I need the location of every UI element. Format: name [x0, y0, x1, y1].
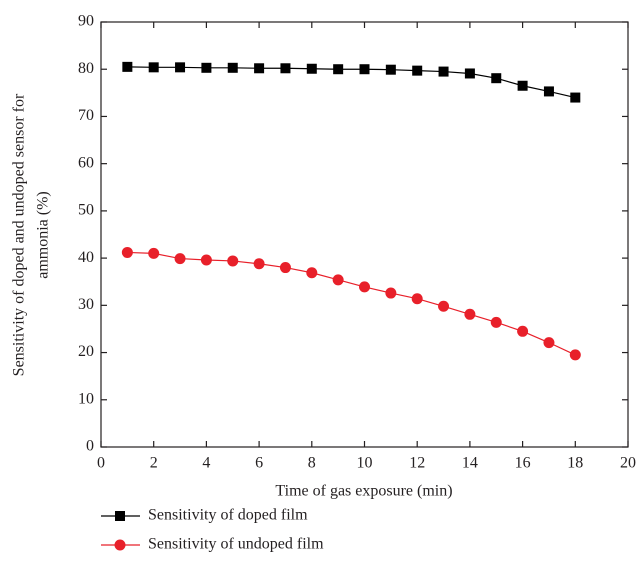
legend-label: Sensitivity of doped film [148, 507, 308, 524]
marker [385, 287, 397, 299]
x-tick-label: 6 [255, 455, 263, 472]
marker [570, 92, 581, 103]
marker [121, 246, 133, 258]
marker [385, 64, 396, 75]
marker [438, 66, 449, 77]
marker [148, 62, 159, 73]
y-tick-label: 40 [78, 249, 94, 266]
marker [359, 64, 370, 75]
series-line [127, 66, 576, 99]
y-tick-label: 70 [78, 107, 94, 124]
x-tick-label: 16 [515, 455, 531, 472]
y-tick-label: 90 [78, 13, 94, 30]
marker [543, 86, 554, 97]
marker [359, 281, 370, 293]
marker [280, 63, 291, 74]
y-tick-label: 10 [78, 390, 94, 407]
x-tick-label: 8 [308, 455, 316, 472]
marker [122, 61, 133, 72]
marker [201, 62, 212, 73]
x-tick-label: 4 [202, 455, 210, 472]
marker [279, 262, 291, 274]
y-tick-label: 50 [78, 202, 94, 219]
marker [517, 325, 529, 337]
marker [517, 80, 528, 91]
marker [175, 62, 186, 73]
marker [254, 63, 265, 74]
x-axis-label: Time of gas exposure (min) [275, 483, 452, 500]
y-tick-label: 80 [78, 60, 94, 77]
series-line [127, 251, 576, 356]
legend-marker [114, 539, 126, 551]
y-tick-label: 30 [78, 296, 94, 313]
legend-label: Sensitivity of undoped film [148, 536, 324, 553]
y-tick-label: 60 [78, 154, 94, 171]
marker [491, 73, 502, 84]
x-tick-label: 2 [150, 455, 158, 472]
y-tick-label: 20 [78, 343, 94, 360]
marker [253, 258, 265, 270]
marker [411, 293, 423, 305]
marker [306, 267, 318, 279]
x-tick-label: 20 [620, 455, 636, 472]
marker [332, 274, 344, 286]
y-axis-label: Sensitivity of doped and undoped sensor … [11, 93, 28, 376]
x-tick-label: 14 [462, 455, 478, 472]
plot-frame [100, 21, 629, 448]
marker [569, 349, 581, 361]
legend-marker [115, 511, 125, 521]
marker [200, 254, 212, 266]
x-tick-label: 0 [97, 455, 105, 472]
y-axis-label: ammonia (%) [35, 191, 52, 279]
marker [227, 255, 239, 267]
marker [438, 300, 450, 312]
marker [464, 308, 476, 320]
marker [333, 64, 344, 75]
y-tick-label: 0 [86, 438, 94, 455]
x-tick-label: 12 [409, 455, 425, 472]
marker [490, 316, 502, 328]
marker [174, 253, 186, 265]
x-tick-label: 10 [357, 455, 373, 472]
marker [306, 63, 317, 74]
marker [464, 68, 475, 79]
x-tick-label: 18 [567, 455, 583, 472]
marker [412, 65, 423, 76]
marker [227, 62, 238, 73]
marker [148, 247, 160, 259]
marker [543, 337, 555, 349]
